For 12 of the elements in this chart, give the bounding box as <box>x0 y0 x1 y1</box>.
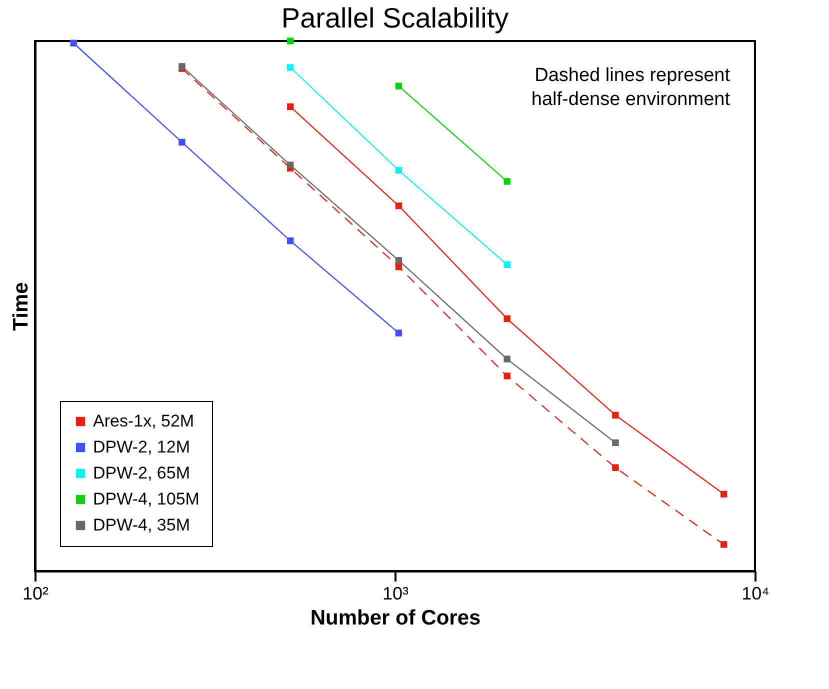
x-tick-label: 10² <box>22 584 49 604</box>
chart-title: Parallel Scalability <box>281 2 509 34</box>
x-tick-label: 10³ <box>382 584 409 604</box>
annotation: Dashed lines represent half-dense environment <box>531 65 731 110</box>
legend-label: Ares-1x, 52M <box>93 412 194 430</box>
legend-label: DPW-2, 12M <box>93 438 190 456</box>
legend-label: DPW-4, 105M <box>93 490 200 508</box>
x-axis-title: Number of Cores <box>310 606 481 630</box>
legend-label: DPW-2, 65M <box>93 464 190 482</box>
y-axis-title: Time <box>10 282 32 331</box>
legend-label: DPW-4, 35M <box>93 516 190 534</box>
x-tick-label: 10⁴ <box>742 584 770 604</box>
